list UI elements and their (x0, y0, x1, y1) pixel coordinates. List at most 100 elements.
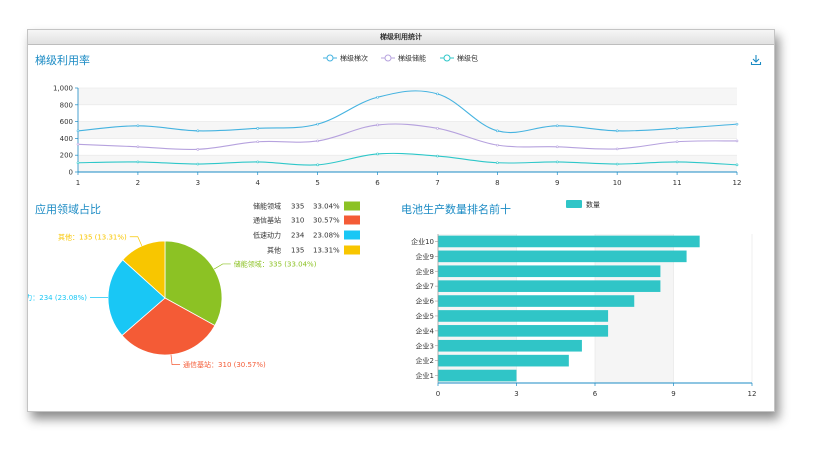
data-point[interactable] (615, 162, 619, 166)
legend-item-3[interactable]: 梯级包 (440, 54, 478, 63)
data-point[interactable] (735, 122, 739, 126)
bar-category-label: 企业2 (416, 356, 434, 365)
x-tick-label: 10 (613, 179, 622, 187)
x-tick-label: 4 (255, 179, 260, 187)
bar-legend-item[interactable]: 数量 (566, 200, 600, 209)
pie-slice[interactable] (164, 240, 223, 327)
data-point[interactable] (376, 95, 379, 99)
download-button[interactable] (750, 51, 762, 66)
data-point[interactable] (316, 163, 319, 167)
legend-circle-icon (384, 54, 392, 62)
legend-item-1[interactable]: 梯级梯次 (323, 54, 368, 63)
bar-category-label: 企业8 (416, 267, 434, 276)
x-tick-label: 3 (514, 390, 518, 398)
data-point[interactable] (196, 162, 200, 166)
pie-label: 其他：135 (13.31%) (58, 232, 127, 241)
pie-legend-item[interactable]: 低速动力 234 23.08% (253, 230, 360, 240)
pie-legend-value: 234 (291, 232, 305, 240)
bar[interactable] (438, 280, 661, 292)
bar[interactable] (438, 250, 687, 263)
data-point[interactable] (316, 122, 319, 126)
pie-label: 储能领域：335 (33.04%) (234, 259, 317, 268)
data-point[interactable] (436, 92, 439, 96)
bar-chart-title: 电池生产数量排名前十 (401, 203, 511, 216)
line-chart-title: 梯级利用率 (35, 54, 90, 67)
data-point[interactable] (316, 139, 319, 143)
pie-legend-item[interactable]: 储能领域 335 33.04% (253, 201, 360, 211)
data-point[interactable] (675, 160, 679, 164)
x-tick-label: 3 (196, 179, 200, 187)
data-point[interactable] (196, 129, 200, 133)
bar-category-label: 企业1 (416, 371, 434, 380)
pie-legend-swatch (344, 215, 360, 225)
data-point[interactable] (496, 143, 499, 147)
pie-legend-name: 通信基站 (253, 216, 281, 225)
y-tick-label: 800 (60, 101, 73, 109)
data-point[interactable] (555, 160, 559, 164)
pie-chart: 储能领域：335 (33.04%) 通信基站：310 (30.57%) 低速动力：2… (28, 201, 360, 369)
x-tick-label: 0 (436, 390, 440, 398)
data-point[interactable] (376, 123, 379, 127)
x-tick-label: 7 (435, 179, 439, 187)
pie-legend-percent: 33.04% (313, 203, 340, 211)
data-point[interactable] (615, 129, 619, 133)
data-point[interactable] (675, 127, 679, 130)
bar[interactable] (438, 339, 582, 352)
bar-category-label: 企业9 (416, 252, 434, 261)
pie-legend-item[interactable]: 通信基站 310 30.57% (253, 215, 360, 225)
data-point[interactable] (256, 160, 260, 164)
bar[interactable] (438, 235, 700, 248)
grid-band (78, 121, 737, 139)
bar[interactable] (438, 295, 635, 307)
bar[interactable] (438, 325, 609, 337)
x-tick-label: 1 (76, 179, 80, 187)
data-point[interactable] (615, 147, 619, 151)
pie-label-line (170, 354, 181, 365)
data-point[interactable] (76, 142, 80, 146)
data-point[interactable] (376, 152, 379, 156)
data-point[interactable] (496, 129, 499, 133)
pie-legend-value: 335 (291, 203, 304, 211)
data-point[interactable] (76, 161, 80, 165)
data-point[interactable] (196, 148, 200, 151)
y-tick-label: 200 (60, 152, 73, 160)
series-line (77, 90, 738, 134)
bar[interactable] (438, 354, 569, 367)
data-point[interactable] (256, 127, 260, 130)
legend-circle-icon (326, 54, 334, 62)
data-point[interactable] (555, 145, 559, 149)
data-point[interactable] (675, 140, 679, 144)
pie-legend-swatch (344, 201, 360, 211)
x-tick-label: 11 (673, 179, 682, 187)
data-point[interactable] (735, 139, 739, 143)
data-point[interactable] (136, 124, 140, 128)
data-point[interactable] (436, 154, 439, 158)
pie-legend-name: 低速动力 (253, 231, 281, 240)
legend-item-2[interactable]: 梯级储能 (381, 54, 426, 63)
pie-legend-value: 310 (291, 217, 304, 225)
bar-category-label: 企业7 (416, 282, 434, 291)
data-point[interactable] (136, 160, 140, 164)
pie-legend-name: 其他 (267, 246, 281, 255)
data-point[interactable] (735, 163, 739, 167)
data-point[interactable] (436, 127, 439, 130)
x-tick-label: 6 (593, 390, 598, 398)
bar-category-label: 企业4 (416, 326, 435, 335)
y-tick-label: 0 (69, 169, 73, 177)
pie-label: 通信基站：310 (30.57%) (183, 360, 266, 369)
data-point[interactable] (136, 145, 140, 149)
pie-legend-item[interactable]: 其他 135 13.31% (267, 245, 360, 255)
data-point[interactable] (256, 140, 260, 144)
bar-legend-swatch (566, 200, 582, 208)
bar[interactable] (438, 265, 661, 278)
bar[interactable] (438, 310, 609, 322)
bar[interactable] (438, 369, 517, 382)
data-point[interactable] (555, 124, 559, 128)
x-tick-label: 12 (748, 390, 757, 398)
data-point[interactable] (76, 129, 80, 133)
bar-category-label: 企业5 (416, 311, 434, 320)
legend-label: 梯级储能 (398, 54, 426, 63)
data-point[interactable] (496, 161, 499, 165)
series-line (77, 152, 738, 166)
